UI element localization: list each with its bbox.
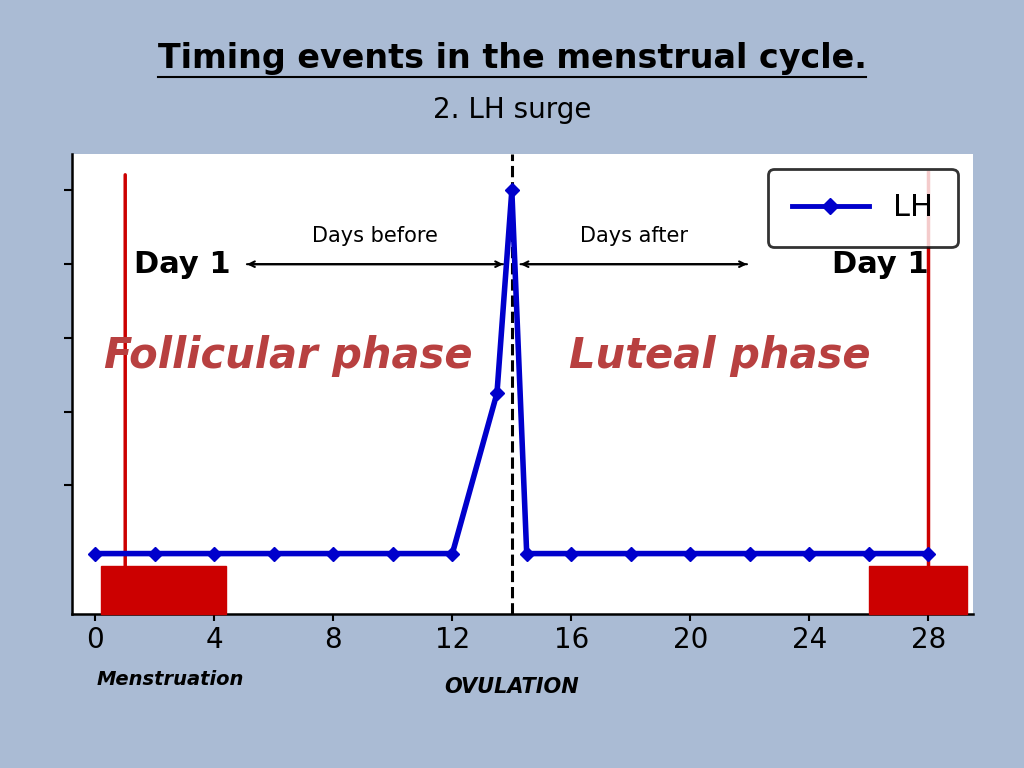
LH [446,549,459,558]
LH [520,549,532,558]
LH [565,549,578,558]
Line: LH: LH [90,186,933,558]
LH [148,549,161,558]
Text: Follicular phase: Follicular phase [104,336,473,377]
Text: Timing events in the menstrual cycle.: Timing events in the menstrual cycle. [158,42,866,75]
Text: Luteal phase: Luteal phase [569,336,870,377]
LH [743,549,756,558]
Text: 2. LH surge: 2. LH surge [433,96,591,124]
LH [684,549,696,558]
LH [387,549,399,558]
Text: Days before: Days before [312,226,438,246]
Bar [101,567,226,614]
LH [267,549,280,558]
LH [922,549,934,558]
LH [862,549,874,558]
LH [506,186,518,195]
LH [328,549,340,558]
Bar [868,567,967,614]
Text: OVULATION: OVULATION [444,677,580,697]
LH [803,549,815,558]
LH [89,549,101,558]
Text: Days after: Days after [580,226,688,246]
LH [490,389,503,398]
Text: Day 1: Day 1 [134,250,230,279]
Text: Day 1: Day 1 [831,250,928,279]
Legend: LH: LH [768,169,957,247]
Text: Menstruation: Menstruation [96,670,244,689]
LH [208,549,220,558]
LH [625,549,637,558]
